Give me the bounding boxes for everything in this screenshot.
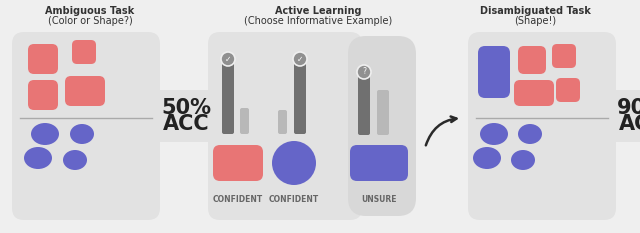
FancyBboxPatch shape: [278, 110, 287, 134]
FancyBboxPatch shape: [222, 62, 234, 134]
FancyBboxPatch shape: [468, 32, 616, 220]
Text: Ambiguous Task: Ambiguous Task: [45, 6, 134, 16]
Circle shape: [272, 141, 316, 185]
FancyBboxPatch shape: [518, 46, 546, 74]
FancyBboxPatch shape: [28, 44, 58, 74]
Text: UNSURE: UNSURE: [361, 195, 397, 205]
Text: (Shape!): (Shape!): [514, 16, 556, 26]
FancyBboxPatch shape: [148, 90, 220, 142]
Text: ACC: ACC: [163, 114, 209, 134]
Ellipse shape: [518, 124, 542, 144]
Circle shape: [293, 52, 307, 66]
Text: ✓: ✓: [297, 55, 303, 64]
FancyBboxPatch shape: [348, 36, 416, 216]
Text: 50%: 50%: [161, 98, 211, 118]
FancyBboxPatch shape: [240, 108, 249, 134]
FancyBboxPatch shape: [552, 44, 576, 68]
Ellipse shape: [473, 147, 501, 169]
FancyBboxPatch shape: [350, 145, 408, 181]
Text: (Choose Informative Example): (Choose Informative Example): [244, 16, 392, 26]
Ellipse shape: [511, 150, 535, 170]
Ellipse shape: [31, 123, 59, 145]
Ellipse shape: [24, 147, 52, 169]
Text: ✓: ✓: [225, 55, 231, 64]
Circle shape: [221, 52, 235, 66]
FancyBboxPatch shape: [604, 90, 640, 142]
FancyBboxPatch shape: [294, 62, 306, 134]
FancyBboxPatch shape: [12, 32, 160, 220]
Text: Disambiguated Task: Disambiguated Task: [479, 6, 591, 16]
Ellipse shape: [70, 124, 94, 144]
Text: (Color or Shape?): (Color or Shape?): [47, 16, 132, 26]
FancyBboxPatch shape: [514, 80, 554, 106]
Ellipse shape: [480, 123, 508, 145]
Text: 90%: 90%: [617, 98, 640, 118]
Text: CONFIDENT: CONFIDENT: [213, 195, 263, 205]
Text: ?: ?: [362, 68, 366, 76]
FancyBboxPatch shape: [65, 76, 105, 106]
FancyBboxPatch shape: [208, 32, 362, 220]
FancyBboxPatch shape: [72, 40, 96, 64]
Text: ACC: ACC: [619, 114, 640, 134]
FancyBboxPatch shape: [478, 46, 510, 98]
FancyBboxPatch shape: [213, 145, 263, 181]
FancyBboxPatch shape: [556, 78, 580, 102]
Text: Active Learning: Active Learning: [275, 6, 361, 16]
FancyBboxPatch shape: [377, 90, 389, 135]
FancyBboxPatch shape: [358, 75, 370, 135]
Circle shape: [357, 65, 371, 79]
Ellipse shape: [63, 150, 87, 170]
FancyBboxPatch shape: [28, 80, 58, 110]
Text: CONFIDENT: CONFIDENT: [269, 195, 319, 205]
